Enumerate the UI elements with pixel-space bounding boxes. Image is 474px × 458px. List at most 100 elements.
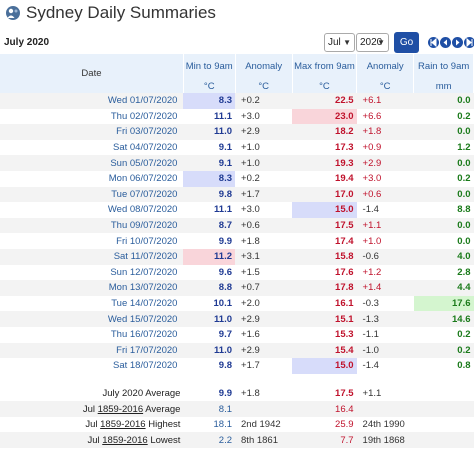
summary-min-date: 8th 1861: [235, 432, 293, 449]
first-icon[interactable]: [428, 37, 439, 48]
spacer-row: [0, 373, 474, 386]
summary-max: 17.5: [292, 385, 357, 402]
date-link[interactable]: Wed 08/07/2020: [0, 202, 184, 218]
month-select[interactable]: Jul ▼: [324, 33, 355, 52]
rainfall: 0.0: [413, 124, 474, 140]
summary-row-historical-average: Jul 1859-2016 Average 8.1 16.4: [0, 401, 474, 417]
date-link[interactable]: Fri 17/07/2020: [0, 342, 184, 359]
anomaly-min: +2.9: [235, 342, 293, 359]
month-select-value: Jul: [328, 37, 341, 48]
globe-person-icon: [5, 5, 21, 21]
column-header-anomaly-max: Anomaly: [356, 54, 415, 79]
table-row: Wed 08/07/2020 11.1 +3.0 15.0 -1.4 8.8: [0, 202, 474, 218]
date-link[interactable]: Sat 04/07/2020: [0, 139, 184, 156]
last-icon[interactable]: [464, 37, 474, 48]
table-row: Fri 10/07/2020 9.9 +1.8 17.4 +1.0 0.0: [0, 233, 474, 249]
date-link[interactable]: Mon 13/07/2020: [0, 280, 184, 296]
date-link[interactable]: Sat 11/07/2020: [0, 248, 184, 265]
min-temp: 9.8: [183, 358, 236, 374]
anomaly-max: +1.0: [356, 233, 414, 249]
min-temp: 9.1: [183, 139, 236, 156]
anomaly-max: -0.3: [356, 295, 414, 312]
max-temp: 15.1: [292, 311, 357, 327]
date-link[interactable]: Mon 06/07/2020: [0, 170, 184, 187]
summary-min-date: 2nd 1942: [235, 416, 293, 433]
rainfall: 0.0: [413, 186, 474, 203]
date-link[interactable]: Sat 18/07/2020: [0, 358, 184, 374]
min-temp: 9.9: [183, 233, 236, 249]
summary-max-date: 19th 1868: [356, 432, 414, 449]
table-row: Sun 12/07/2020 9.6 +1.5 17.6 +1.2 2.8: [0, 264, 474, 281]
max-temp: 15.4: [292, 342, 357, 359]
max-temp: 15.8: [292, 248, 357, 265]
chevron-down-icon: ▼: [343, 38, 351, 47]
anomaly-max: +0.9: [356, 139, 414, 156]
anomaly-min: +1.5: [235, 264, 293, 281]
page-title: Sydney Daily Summaries: [26, 3, 216, 22]
prev-icon[interactable]: [440, 37, 451, 48]
date-link[interactable]: Sun 12/07/2020: [0, 264, 184, 281]
date-link[interactable]: Fri 10/07/2020: [0, 233, 184, 249]
anomaly-max: -1.4: [356, 358, 414, 374]
summary-row-lowest: Jul 1859-2016 Lowest 2.2 8th 1861 7.7 19…: [0, 432, 474, 449]
go-button[interactable]: Go: [394, 32, 419, 53]
anomaly-min: +1.0: [235, 155, 293, 171]
anomaly-max: +2.9: [356, 155, 414, 171]
rainfall: 14.6: [413, 311, 474, 327]
min-temp: 8.3: [183, 170, 236, 187]
min-temp: 11.1: [183, 108, 236, 125]
date-link[interactable]: Tue 14/07/2020: [0, 295, 184, 312]
anomaly-max: +0.6: [356, 186, 414, 203]
date-link[interactable]: Wed 01/07/2020: [0, 93, 184, 109]
years-link[interactable]: 1859-2016: [97, 403, 144, 415]
table-row: Mon 06/07/2020 8.3 +0.2 19.4 +3.0 0.2: [0, 170, 474, 187]
next-icon[interactable]: [452, 37, 463, 48]
anomaly-min: +0.2: [235, 170, 293, 187]
min-temp: 11.2: [183, 248, 236, 265]
summary-row-highest: Jul 1859-2016 Highest 18.1 2nd 1942 25.9…: [0, 416, 474, 433]
date-link[interactable]: Thu 09/07/2020: [0, 217, 184, 234]
rainfall: 17.6: [413, 295, 474, 312]
date-link[interactable]: Thu 16/07/2020: [0, 326, 184, 343]
year-select[interactable]: 2020 ▼: [356, 33, 389, 52]
summary-max: 7.7: [292, 432, 357, 449]
max-temp: 18.2: [292, 124, 357, 140]
max-temp: 15.3: [292, 326, 357, 343]
max-temp: 17.6: [292, 264, 357, 281]
date-link[interactable]: Wed 15/07/2020: [0, 311, 184, 327]
min-temp: 9.8: [183, 186, 236, 203]
years-link[interactable]: 1859-2016: [100, 419, 146, 431]
anomaly-min: +1.7: [235, 186, 293, 203]
max-temp: 17.3: [292, 139, 357, 156]
anomaly-max: -0.6: [356, 248, 414, 265]
rainfall: 0.0: [413, 93, 474, 109]
date-link[interactable]: Thu 02/07/2020: [0, 108, 184, 125]
summary-anomaly-max: +1.1: [356, 385, 414, 402]
date-link[interactable]: Sun 05/07/2020: [0, 155, 184, 171]
years-link[interactable]: 1859-2016: [102, 434, 148, 446]
year-select-value: 2020: [360, 37, 383, 48]
unit-max: °C: [292, 79, 358, 93]
rainfall: 0.0: [413, 155, 474, 171]
unit-anomaly-max: °C: [356, 79, 415, 93]
date-link[interactable]: Tue 07/07/2020: [0, 186, 184, 203]
column-header-anomaly-min: Anomaly: [235, 54, 293, 79]
anomaly-max: +6.1: [356, 93, 414, 109]
table-body: Wed 01/07/2020 8.3 +0.2 22.5 +6.1 0.0 Thu 02/0…: [0, 93, 474, 374]
table-row: Tue 14/07/2020 10.1 +2.0 16.1 -0.3 17.6: [0, 295, 474, 312]
table-row: Sat 18/07/2020 9.8 +1.7 15.0 -1.4 0.8: [0, 358, 474, 374]
chevron-down-icon: ▼: [377, 38, 385, 47]
date-link[interactable]: Fri 03/07/2020: [0, 124, 184, 140]
column-header-min: Min to 9am: [183, 54, 236, 79]
table-row: Wed 15/07/2020 11.0 +2.9 15.1 -1.3 14.6: [0, 311, 474, 327]
summary-row-month-average: July 2020 Average 9.9 +1.8 17.5 +1.1: [0, 385, 474, 402]
anomaly-max: +3.0: [356, 170, 414, 187]
rainfall: 2.8: [413, 264, 474, 281]
unit-rain: mm: [413, 79, 474, 93]
anomaly-min: +0.7: [235, 280, 293, 296]
unit-min: °C: [183, 79, 236, 93]
rainfall: 4.0: [413, 248, 474, 265]
anomaly-max: -1.4: [356, 202, 414, 218]
summary-max: 16.4: [292, 401, 357, 417]
anomaly-min: +2.0: [235, 295, 293, 312]
